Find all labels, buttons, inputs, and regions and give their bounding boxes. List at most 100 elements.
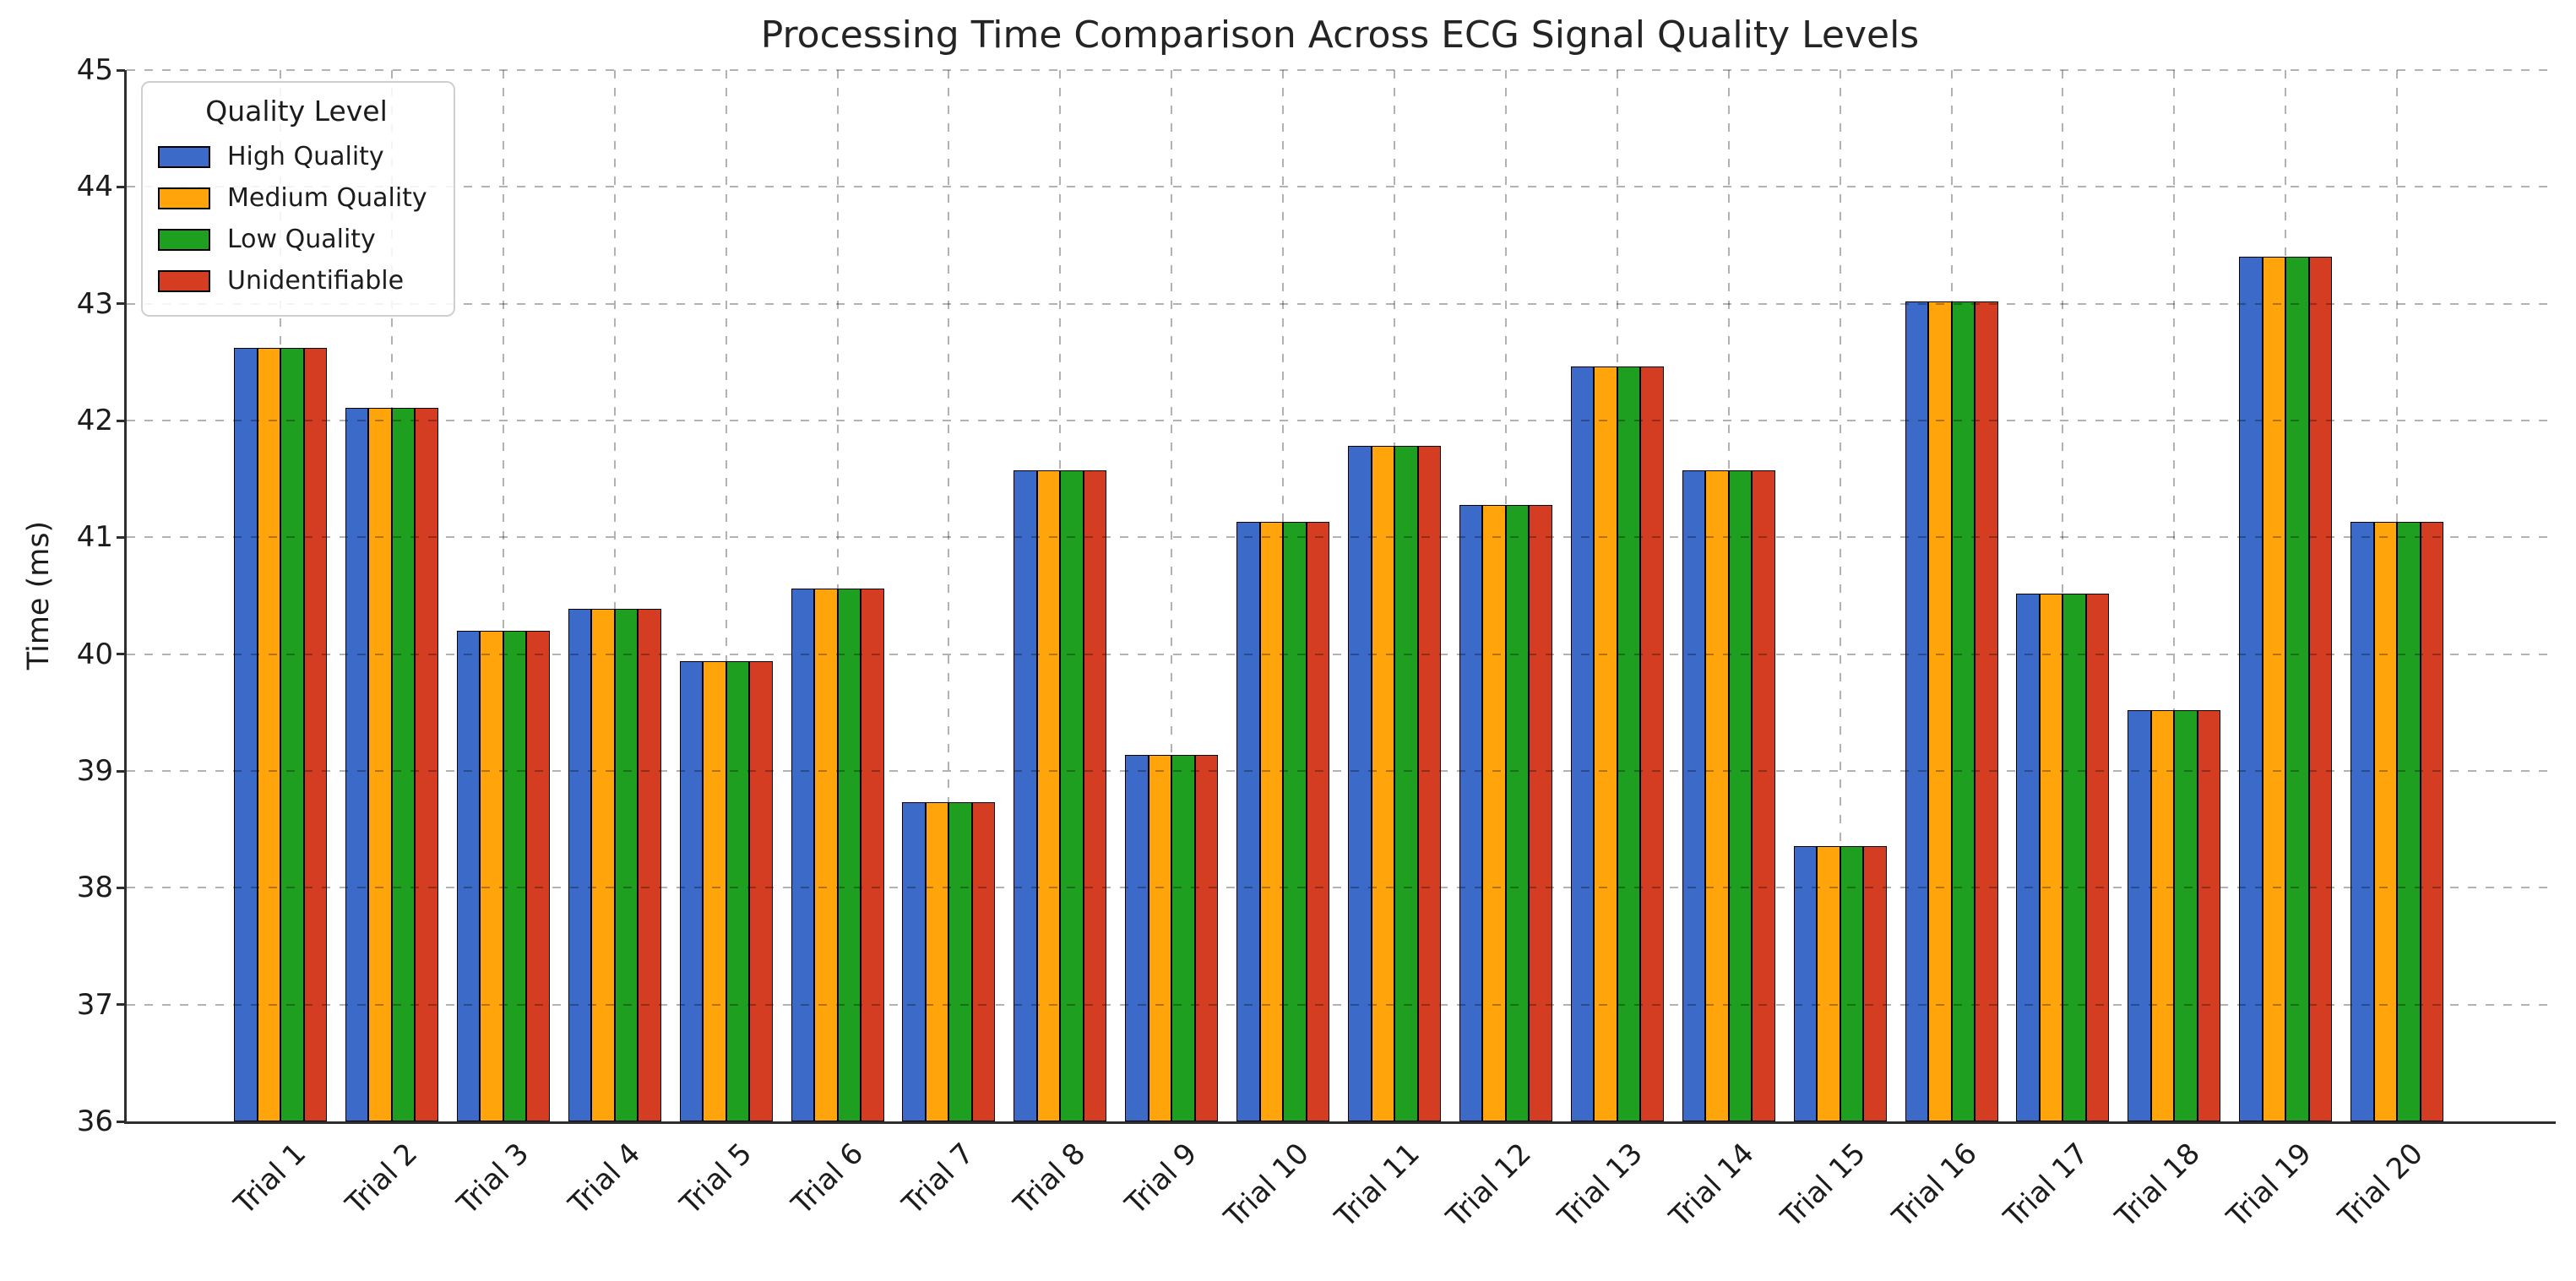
y-tick-mark: [117, 769, 125, 773]
legend-item-label: High Quality: [227, 142, 384, 171]
bar-high-quality: [679, 660, 704, 1121]
bar-unidentifiable: [526, 631, 550, 1121]
bar-low-quality: [1394, 446, 1418, 1121]
bar-medium-quality: [2150, 710, 2175, 1121]
bar-medium-quality: [1148, 754, 1172, 1121]
bar-medium-quality: [1817, 845, 1840, 1121]
x-tick-label: Trial 6: [785, 1137, 870, 1222]
bar-low-quality: [1951, 301, 1975, 1121]
bar-medium-quality: [1371, 446, 1394, 1121]
y-tick-mark: [117, 68, 125, 72]
y-tick-mark: [117, 886, 125, 889]
x-gridline: [1504, 70, 1507, 1121]
bar-unidentifiable: [971, 802, 996, 1121]
y-tick-mark: [117, 1120, 125, 1123]
x-axis-spine: [124, 1121, 2556, 1124]
bar-unidentifiable: [1529, 504, 1552, 1121]
y-tick-label: 38: [76, 871, 113, 905]
bar-high-quality: [456, 631, 481, 1121]
bar-low-quality: [1060, 470, 1084, 1121]
x-gridline: [1950, 70, 1953, 1121]
x-gridline: [280, 70, 281, 1121]
bar-high-quality: [1236, 522, 1260, 1121]
y-tick-mark: [117, 419, 125, 422]
legend-item: High Quality: [151, 136, 442, 177]
x-tick-label: Trial 19: [2220, 1137, 2318, 1235]
bar-medium-quality: [2039, 593, 2063, 1121]
y-tick-mark: [117, 1003, 125, 1007]
bar-high-quality: [2350, 522, 2374, 1121]
bar-low-quality: [948, 802, 972, 1121]
bar-low-quality: [503, 631, 527, 1121]
chart-title: Processing Time Comparison Across ECG Si…: [760, 14, 1920, 57]
bar-low-quality: [1171, 754, 1195, 1121]
bar-unidentifiable: [2197, 710, 2221, 1121]
x-gridline: [1839, 70, 1841, 1121]
x-tick-label: Trial 9: [1119, 1137, 1204, 1222]
bar-low-quality: [2174, 710, 2198, 1121]
bar-medium-quality: [2262, 257, 2286, 1121]
y-tick-mark: [117, 302, 125, 306]
bar-high-quality: [1682, 470, 1706, 1121]
y-gridline: [127, 69, 2553, 71]
bar-unidentifiable: [2085, 593, 2110, 1121]
legend-swatch-low-quality: [158, 228, 210, 251]
x-gridline: [613, 70, 616, 1121]
y-tick-label: 42: [76, 404, 113, 437]
bar-medium-quality: [368, 407, 392, 1121]
bar-high-quality: [1905, 301, 1928, 1121]
bar-low-quality: [2062, 593, 2086, 1121]
x-tick-label: Trial 17: [1997, 1137, 2095, 1235]
bar-high-quality: [2128, 710, 2151, 1121]
x-tick-label: Trial 18: [2108, 1137, 2207, 1235]
bar-medium-quality: [480, 631, 503, 1121]
bar-high-quality: [568, 608, 592, 1121]
bar-unidentifiable: [2308, 257, 2333, 1121]
y-gridline: [127, 887, 2553, 889]
bar-high-quality: [2016, 593, 2040, 1121]
bar-unidentifiable: [1752, 470, 1775, 1121]
bar-high-quality: [1348, 446, 1372, 1121]
x-tick-label: Trial 4: [562, 1137, 647, 1222]
x-tick-label: Trial 13: [1552, 1137, 1650, 1235]
y-axis-spine: [124, 70, 127, 1124]
bar-unidentifiable: [1083, 470, 1107, 1121]
bar-medium-quality: [1928, 301, 1952, 1121]
bar-medium-quality: [1705, 470, 1729, 1121]
y-tick-mark: [117, 185, 125, 188]
bar-high-quality: [791, 589, 814, 1121]
y-gridline: [127, 302, 2553, 305]
bar-medium-quality: [703, 660, 726, 1121]
legend-swatch-medium-quality: [158, 187, 210, 209]
x-tick-label: Trial 15: [1774, 1137, 1872, 1235]
y-gridline: [127, 186, 2553, 188]
bar-medium-quality: [257, 348, 280, 1121]
x-tick-label: Trial 8: [1008, 1137, 1093, 1222]
bar-medium-quality: [814, 589, 838, 1121]
bar-low-quality: [280, 348, 304, 1121]
bar-low-quality: [2285, 257, 2309, 1121]
bar-unidentifiable: [861, 589, 884, 1121]
x-gridline: [502, 70, 504, 1121]
bar-low-quality: [2397, 522, 2421, 1121]
y-gridline: [127, 420, 2553, 421]
x-tick-label: Trial 3: [450, 1137, 536, 1222]
y-gridline: [127, 770, 2553, 772]
x-tick-label: Trial 16: [1886, 1137, 1984, 1235]
legend-item: Low Quality: [151, 219, 442, 260]
x-tick-label: Trial 12: [1440, 1137, 1539, 1235]
y-gridline: [127, 536, 2553, 539]
bar-high-quality: [1125, 754, 1149, 1121]
bar-unidentifiable: [1863, 845, 1887, 1121]
legend: Quality Level High Quality Medium Quality…: [141, 81, 455, 317]
y-gridline: [127, 1003, 2553, 1006]
legend-item-label: Unidentifiable: [227, 266, 405, 296]
y-tick-label: 41: [76, 520, 113, 555]
y-tick-label: 40: [76, 637, 113, 671]
bar-high-quality: [1459, 504, 1483, 1121]
bar-high-quality: [2239, 257, 2263, 1121]
x-gridline: [2173, 70, 2176, 1121]
bar-low-quality: [1283, 522, 1307, 1121]
bar-low-quality: [1840, 845, 1864, 1121]
x-tick-label: Trial 1: [227, 1137, 313, 1222]
